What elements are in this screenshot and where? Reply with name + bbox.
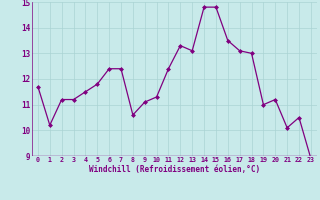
X-axis label: Windchill (Refroidissement éolien,°C): Windchill (Refroidissement éolien,°C) <box>89 165 260 174</box>
